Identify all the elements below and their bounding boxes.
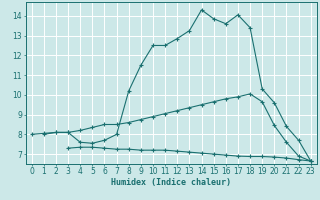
X-axis label: Humidex (Indice chaleur): Humidex (Indice chaleur) [111, 178, 231, 187]
